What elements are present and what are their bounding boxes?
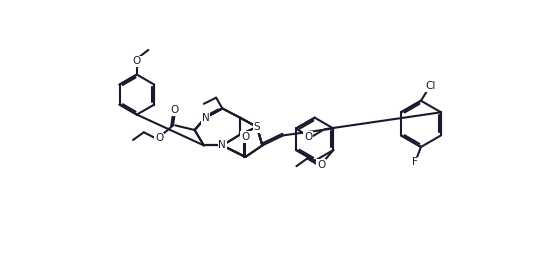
Text: N: N bbox=[218, 140, 226, 150]
Text: O: O bbox=[133, 57, 141, 67]
Text: S: S bbox=[254, 122, 260, 132]
Text: O: O bbox=[170, 105, 179, 115]
Text: O: O bbox=[304, 132, 312, 142]
Text: F: F bbox=[412, 157, 418, 167]
Text: O: O bbox=[155, 133, 164, 144]
Text: Cl: Cl bbox=[425, 81, 436, 91]
Text: O: O bbox=[317, 160, 325, 170]
Text: O: O bbox=[241, 132, 250, 142]
Text: N: N bbox=[202, 113, 209, 123]
